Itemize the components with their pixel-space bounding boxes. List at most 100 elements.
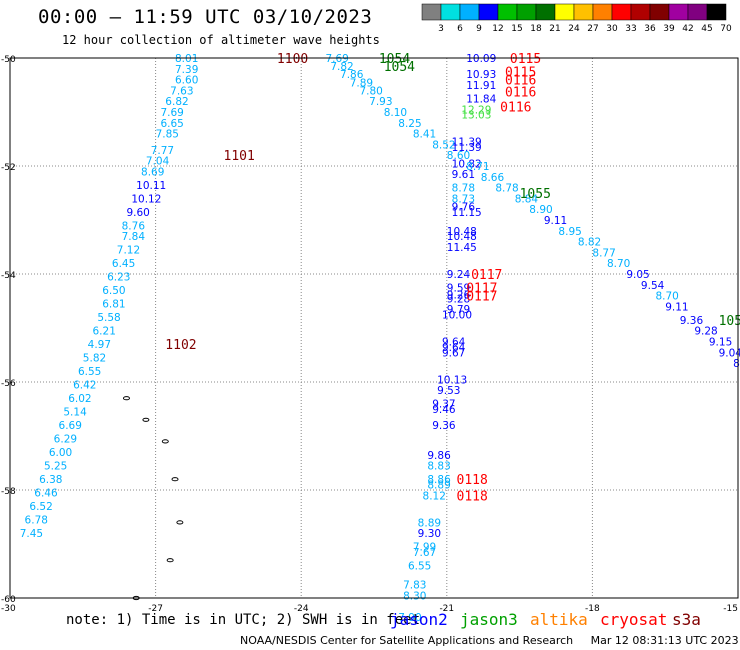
wave-height-value: 8.01 [175, 53, 198, 65]
wave-height-value: 8.66 [481, 172, 505, 184]
wave-height-value: 6.23 [107, 272, 130, 284]
colorbar-swatch [630, 3, 651, 21]
island-outline [176, 520, 184, 525]
wave-height-value: 7.89 [350, 77, 373, 89]
satellite-legend-jason3: jason3 [460, 610, 518, 629]
wave-height-value: 8.41 [413, 129, 436, 141]
wave-height-value: 9.61 [452, 169, 475, 181]
colorbar-swatch [611, 3, 632, 21]
pass-time-label: 1054 [379, 52, 410, 67]
lon-tick-label: -27 [148, 604, 163, 614]
wave-height-value: 9.79 [447, 304, 470, 316]
wave-height-value: 8.78 [495, 183, 518, 195]
island-outline [161, 439, 169, 444]
wave-height-value: 7.39 [175, 64, 198, 76]
wave-height-value: 11.84 [466, 94, 496, 106]
wave-height-value: 6.55 [408, 561, 431, 573]
wave-height-value: 6.78 [25, 515, 48, 527]
map-subtitle: 12 hour collection of altimeter wave hei… [62, 33, 380, 47]
colorbar-swatch [478, 3, 499, 21]
wave-height-value: 7.67 [413, 547, 436, 559]
wave-height-value: 6.82 [165, 96, 188, 108]
wave-height-value: 8.73 [452, 193, 475, 205]
wave-height-value: 9.76 [452, 202, 476, 214]
satellite-legend-jason2: jason2 [390, 610, 448, 629]
colorbar-tick-label: 70 [720, 24, 732, 34]
colorbar-swatch [497, 3, 518, 21]
wave-height-value: 8.84 [515, 193, 539, 205]
wave-height-value: 8.96 [733, 358, 740, 370]
wave-height-value: 9.37 [432, 399, 455, 411]
wave-height-value: 9.64 [442, 342, 466, 354]
wave-height-value: 8.89 [427, 480, 450, 492]
wave-height-value: 6.00 [49, 447, 72, 459]
colorbar-swatch [554, 3, 575, 21]
wave-height-value: 8.90 [529, 204, 552, 216]
wave-height-value: 8.69 [141, 166, 164, 178]
wave-height-value: 8.77 [592, 247, 615, 259]
map-gridlines: -50 -52 -54 -56 -58 -60-30 -27 -24 -21 -18 -15 [1, 55, 738, 614]
wave-height-value: 6.46 [34, 488, 58, 500]
wave-height-value: 8.82 [578, 237, 601, 249]
colorbar-tick-label: 39 [663, 24, 675, 34]
colorbar-swatch [687, 3, 708, 21]
pass-time-label: 0116 [505, 74, 536, 89]
wave-height-value: 9.53 [437, 385, 460, 397]
wave-height-value: 6.21 [93, 326, 116, 338]
lon-tick-label: -21 [439, 604, 454, 614]
island-outline [166, 558, 174, 563]
wave-height-value: 11.39 [452, 142, 482, 154]
colorbar-swatch [421, 3, 442, 21]
wave-height-value: 7.90 [398, 612, 421, 624]
wave-height-value: 9.04 [719, 347, 740, 359]
wave-height-value: 6.60 [175, 75, 198, 87]
island-outlines [122, 396, 184, 601]
wave-height-value: 9.11 [544, 215, 567, 227]
pass-time-label: 1102 [165, 338, 196, 353]
wave-height-value: 8.70 [655, 291, 678, 303]
lat-tick-label: -60 [1, 595, 16, 605]
map-title: 00:00 – 11:59 UTC 03/10/2023 [38, 6, 373, 28]
wave-height-value: 10.12 [131, 193, 161, 205]
island-outline [122, 396, 130, 401]
credit-agency: NOAA/NESDIS Center for Satellite Applica… [240, 634, 574, 647]
wave-height-value: 9.59 [447, 283, 470, 295]
lat-tick-label: -52 [1, 163, 16, 173]
colorbar-swatch [516, 3, 537, 21]
lat-tick-label: -56 [1, 379, 16, 389]
wave-height-value: 9.15 [709, 337, 732, 349]
colorbar-tick-label: 30 [606, 24, 618, 34]
colorbar-tick-label: 27 [587, 24, 598, 34]
wave-height-value: 7.04 [146, 156, 170, 168]
colorbar-swatch [592, 3, 613, 21]
lat-tick-label: -54 [1, 271, 16, 281]
wave-height-value: 7.63 [170, 85, 193, 97]
wave-height-value: 8.95 [558, 226, 581, 238]
island-outline [142, 417, 150, 422]
colorbar-tick-label: 3 [438, 24, 444, 34]
colorbar-swatch [649, 3, 670, 21]
wave-height-value: 8.83 [427, 461, 450, 473]
wave-height-value: 8.12 [423, 490, 446, 502]
pass-time-label: 0118 [457, 473, 488, 488]
wave-height-value: 9.67 [442, 347, 465, 359]
wave-height-value: 10.00 [442, 310, 472, 322]
colorbar-swatch [535, 3, 556, 21]
satellite-legend-cryosat: cryosat [600, 610, 668, 629]
wave-height-value: 10.82 [452, 158, 482, 170]
wave-height-value: 10.11 [136, 180, 166, 192]
wave-height-value: 6.38 [39, 474, 62, 486]
wave-height-value: 8.78 [452, 183, 475, 195]
colorbar-swatch [440, 3, 461, 21]
wave-height-value: 6.65 [160, 118, 183, 130]
wave-height-value: 7.86 [340, 69, 364, 81]
footer-note: note: 1) Time is in UTC; 2) SWH is in fe… [66, 612, 421, 628]
wave-height-value: 9.28 [694, 326, 717, 338]
credit-line: NOAA/NESDIS Center for Satellite Applica… [240, 634, 739, 647]
lon-tick-label: -30 [1, 604, 16, 614]
wave-height-value: 6.02 [68, 393, 91, 405]
wave-height-value: 12.29 [461, 104, 491, 116]
map-frame [9, 57, 739, 599]
wave-height-value: 6.42 [73, 380, 96, 392]
wave-height-value: 13.03 [461, 110, 491, 122]
